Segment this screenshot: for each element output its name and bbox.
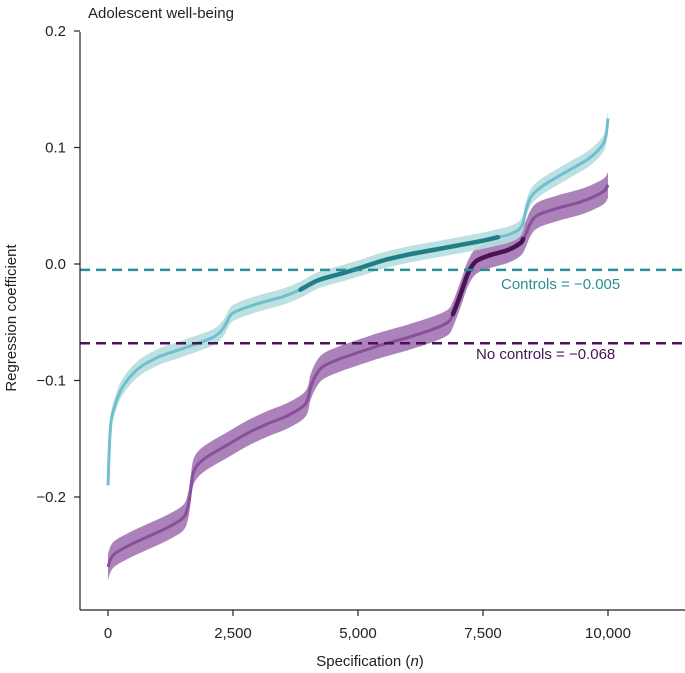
x-axis-label-end: ) [419,653,424,670]
y-tick-label: −0.2 [36,489,66,506]
y-tick-label: 0.2 [45,23,66,40]
no-controls-significant-segment [450,236,526,317]
y-tick-label: −0.1 [36,373,66,390]
x-axis-label-main: Specification ( [316,653,410,670]
x-tick-label: 0 [104,625,112,642]
x-tick-label: 2,500 [214,625,252,642]
no-controls-confidence-band [108,171,608,580]
x-tick-label: 5,000 [339,625,377,642]
x-axis-label: Specification (n) [316,653,424,670]
plot-area [80,110,685,580]
no-controls-ref-label: No controls = −0.068 [476,346,615,363]
y-ticks: 0.2 0.1 0.0 −0.1 −0.2 [36,23,80,506]
y-tick-label: 0.1 [45,140,66,157]
x-tick-label: 7,500 [464,625,502,642]
chart-title: Adolescent well-being [88,5,234,22]
y-tick-label: 0.0 [45,256,66,273]
controls-coefficient-line [106,118,610,486]
x-axis-label-italic: n [410,653,418,670]
y-axis-label: Regression coefficient [3,244,20,392]
controls-ref-label: Controls = −0.005 [501,276,620,293]
x-tick-label: 10,000 [585,625,631,642]
controls-significant-segment [298,234,501,292]
controls-confidence-band [108,110,608,494]
x-ticks: 0 2,500 5,000 7,500 10,000 [104,610,631,642]
